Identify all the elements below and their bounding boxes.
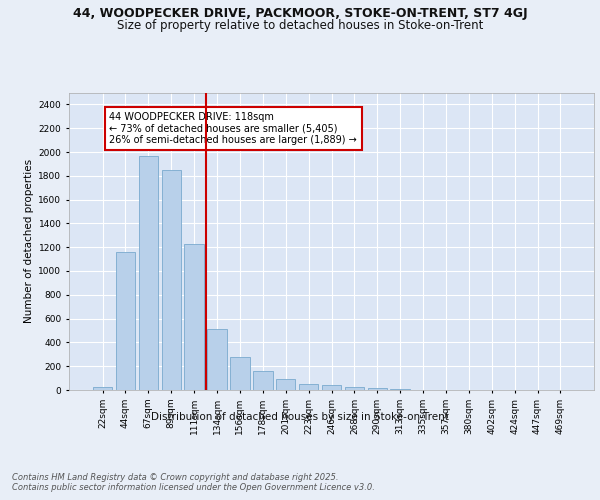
Bar <box>208 328 227 390</box>
Text: Contains public sector information licensed under the Open Government Licence v3: Contains public sector information licen… <box>12 484 375 492</box>
Text: Contains HM Land Registry data © Crown copyright and database right 2025.: Contains HM Land Registry data © Crown c… <box>12 472 338 482</box>
Bar <box>139 156 158 390</box>
Bar <box>368 388 387 390</box>
Bar <box>391 389 410 390</box>
Text: 44, WOODPECKER DRIVE, PACKMOOR, STOKE-ON-TRENT, ST7 4GJ: 44, WOODPECKER DRIVE, PACKMOOR, STOKE-ON… <box>73 8 527 20</box>
Bar <box>116 252 135 390</box>
Bar <box>184 244 204 390</box>
Text: 44 WOODPECKER DRIVE: 118sqm
← 73% of detached houses are smaller (5,405)
26% of : 44 WOODPECKER DRIVE: 118sqm ← 73% of det… <box>109 112 357 144</box>
Y-axis label: Number of detached properties: Number of detached properties <box>24 159 34 324</box>
Bar <box>230 358 250 390</box>
Bar <box>299 384 319 390</box>
Bar <box>93 386 112 390</box>
Bar <box>253 371 272 390</box>
Bar <box>344 387 364 390</box>
Bar <box>322 385 341 390</box>
Text: Distribution of detached houses by size in Stoke-on-Trent: Distribution of detached houses by size … <box>151 412 449 422</box>
Bar <box>161 170 181 390</box>
Text: Size of property relative to detached houses in Stoke-on-Trent: Size of property relative to detached ho… <box>117 18 483 32</box>
Bar <box>276 380 295 390</box>
